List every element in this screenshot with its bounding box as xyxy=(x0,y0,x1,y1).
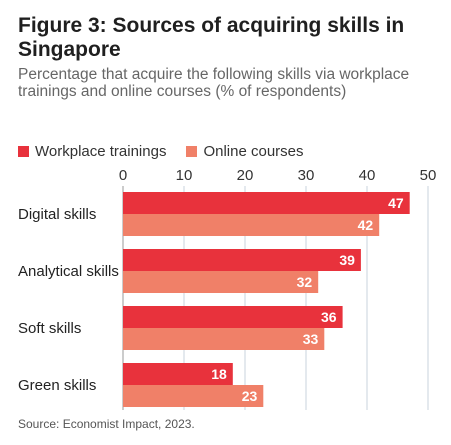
bar-online xyxy=(123,271,319,293)
data-label: 32 xyxy=(297,274,313,290)
data-label: 39 xyxy=(339,252,355,268)
chart-subtitle: Percentage that acquire the following sk… xyxy=(18,66,410,100)
category-label: Digital skills xyxy=(18,206,96,223)
legend-swatch-online xyxy=(186,146,198,157)
x-tick-label-40: 40 xyxy=(359,167,376,184)
x-tick-label-10: 10 xyxy=(176,167,193,184)
legend-label-workplace: Workplace trainings xyxy=(35,143,167,160)
legend-item-online: Online courses xyxy=(186,143,304,160)
source-note: Source: Economist Impact, 2023. xyxy=(18,417,195,431)
data-label: 42 xyxy=(358,217,374,233)
x-tick-label-50: 50 xyxy=(420,167,437,184)
category-label: Soft skills xyxy=(18,320,81,337)
data-label: 18 xyxy=(211,366,227,382)
x-tick-label-20: 20 xyxy=(237,167,254,184)
category-label: Analytical skills xyxy=(18,263,119,280)
bar-workplace xyxy=(123,306,343,328)
data-label: 36 xyxy=(321,309,337,325)
bar-workplace xyxy=(123,249,361,271)
legend: Workplace trainings Online courses xyxy=(18,143,324,160)
bar-online xyxy=(123,385,264,407)
bar-workplace xyxy=(123,363,233,385)
bar-online xyxy=(123,214,380,236)
data-label: 47 xyxy=(388,195,404,211)
legend-label-online: Online courses xyxy=(203,143,304,160)
x-tick-label-30: 30 xyxy=(298,167,315,184)
legend-item-workplace: Workplace trainings xyxy=(18,143,166,160)
legend-swatch-workplace xyxy=(18,146,29,157)
bar-workplace xyxy=(123,192,410,214)
category-label: Green skills xyxy=(18,377,96,394)
bar-online xyxy=(123,328,325,350)
chart-title: Figure 3: Sources of acquiring skills in… xyxy=(18,14,405,61)
data-label: 23 xyxy=(242,388,258,404)
data-label: 33 xyxy=(303,331,319,347)
x-tick-label-0: 0 xyxy=(119,167,127,184)
bar-chart: 0 10 20 30 40 50 Digital skills 47 42 Analytical … xyxy=(18,167,437,410)
